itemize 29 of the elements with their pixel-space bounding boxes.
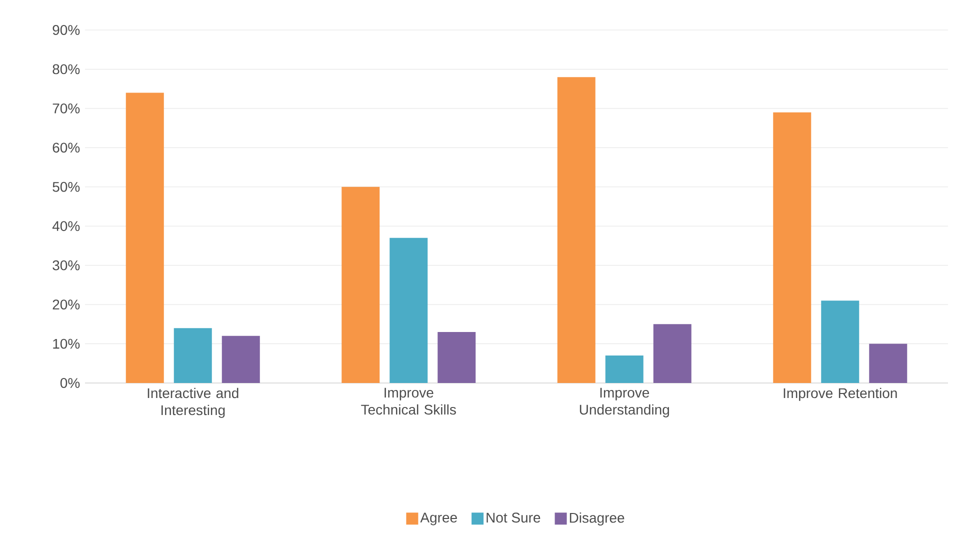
bar — [174, 328, 212, 383]
bar — [342, 186, 380, 383]
bar — [557, 77, 596, 383]
y-tick-label: 40% — [52, 221, 80, 232]
bar — [222, 336, 260, 383]
x-tick-label: Improve Retention — [784, 388, 897, 401]
y-tick-label: 10% — [53, 338, 80, 349]
bar — [821, 300, 860, 383]
y-tick-label: 60% — [52, 142, 80, 153]
bar — [869, 344, 908, 383]
bar — [390, 238, 428, 383]
y-tick-label: 80% — [52, 64, 80, 74]
y-tick-label: 70% — [52, 103, 80, 114]
bar — [605, 356, 644, 383]
y-tick-label: 90% — [52, 25, 80, 35]
bar — [126, 92, 164, 383]
y-tick-label: 50% — [52, 182, 80, 192]
legend-label: Not Sure — [486, 512, 540, 523]
legend-label: Disagree — [570, 512, 624, 526]
bar — [653, 324, 692, 383]
x-tick-label: Improve Technical Skills — [361, 388, 456, 415]
y-tick-label: 30% — [52, 260, 80, 270]
bar — [773, 112, 812, 383]
legend-label: Agree — [420, 512, 457, 526]
x-tick-label: Interactive and Interesting — [148, 388, 238, 418]
y-tick-label: 0% — [60, 378, 80, 388]
x-tick-label: Improve Understanding — [580, 388, 669, 418]
y-tick-label: 20% — [52, 300, 80, 310]
bar — [438, 332, 476, 383]
